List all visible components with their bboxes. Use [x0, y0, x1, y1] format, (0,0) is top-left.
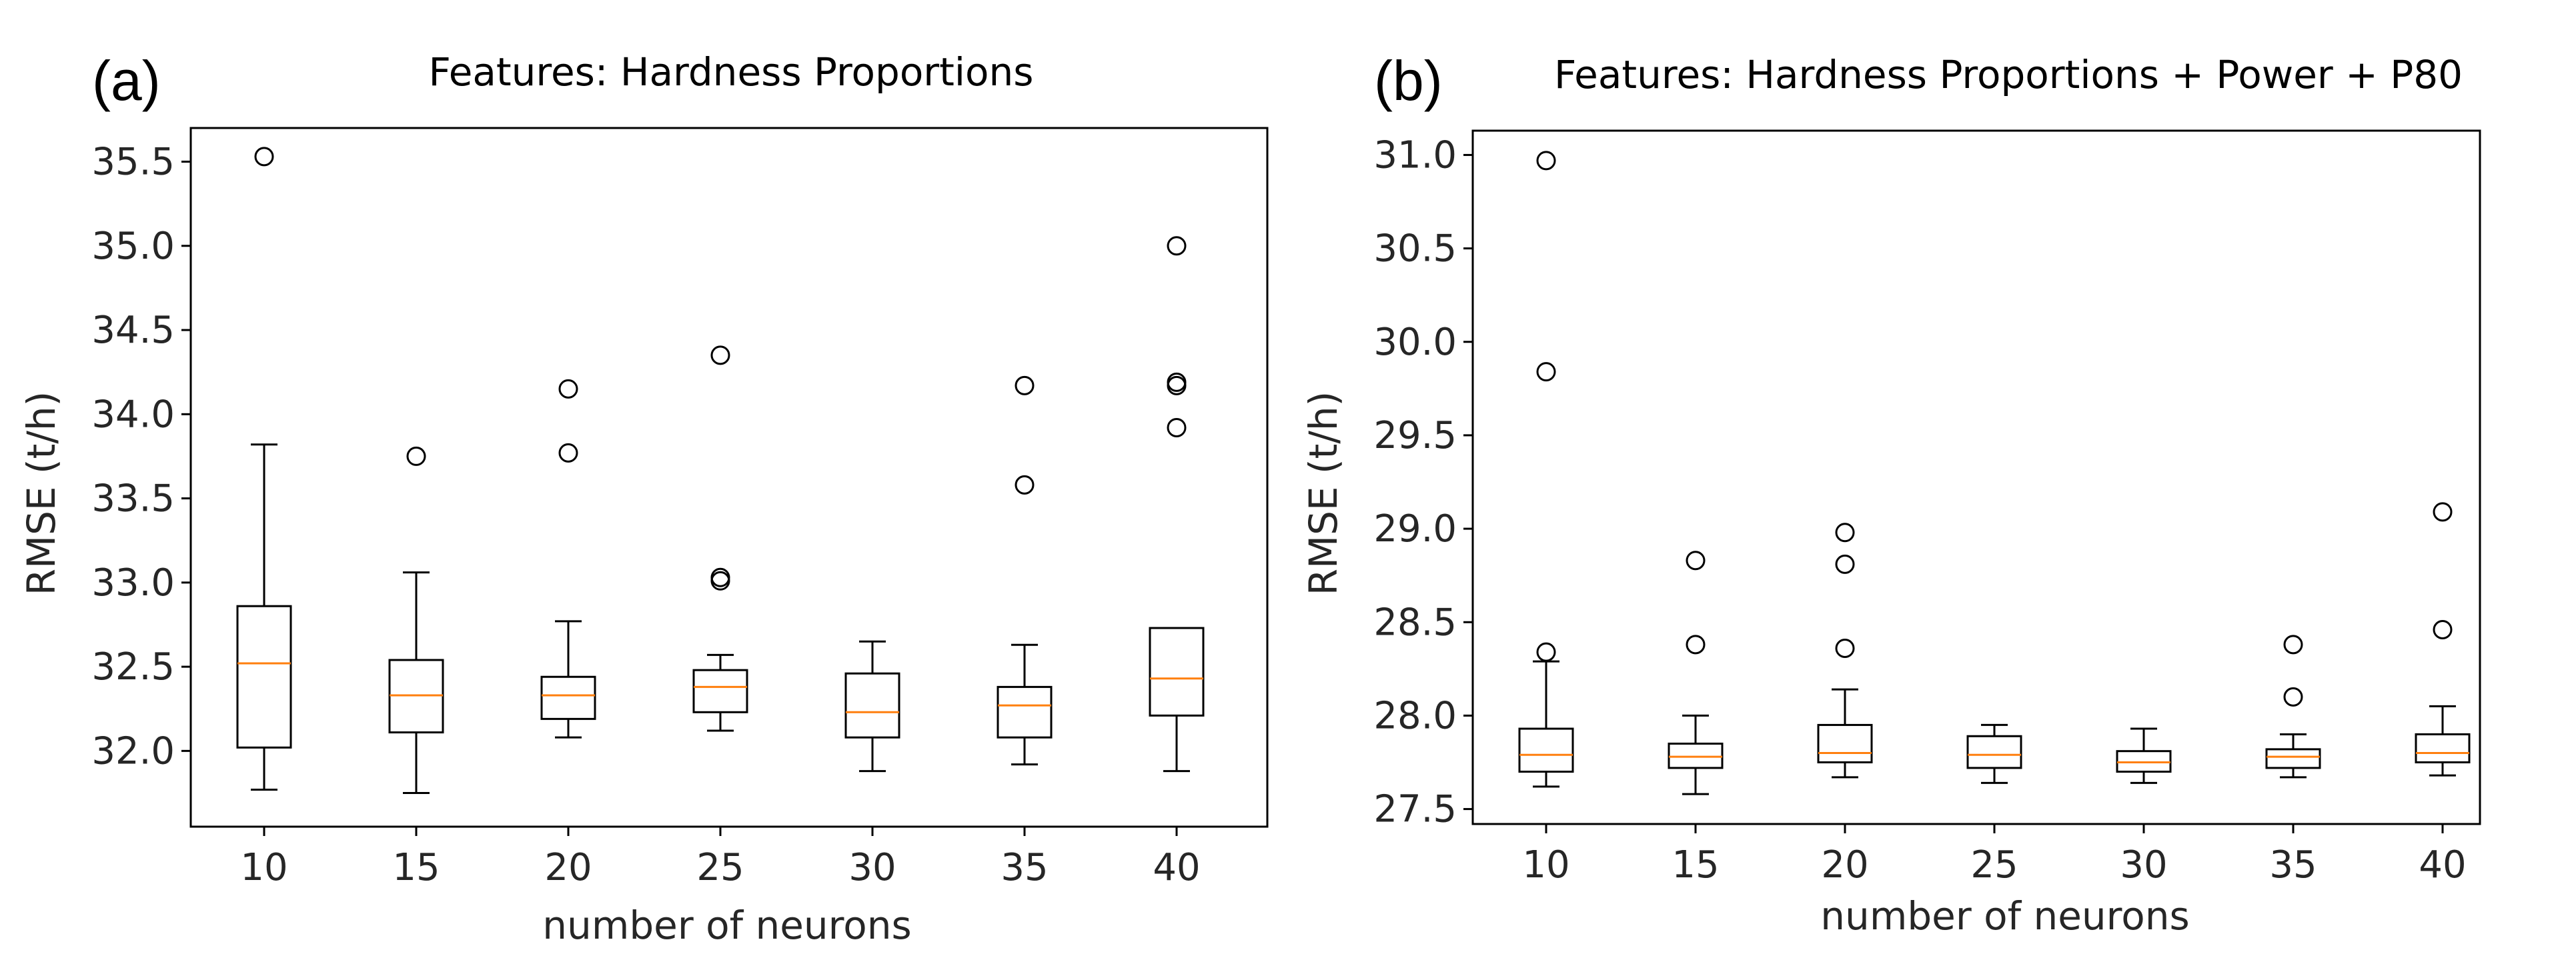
- panel-a-ytick-label: 32.5: [91, 645, 175, 689]
- panel-b-xtick-label: 40: [2419, 843, 2466, 887]
- panel-a-xlabel: number of neurons: [542, 903, 911, 948]
- panel-a-outlier: [710, 567, 730, 587]
- panel-a-xtick-label: 25: [696, 846, 744, 889]
- panel-b-ytick-label: 29.5: [1373, 414, 1457, 457]
- panel-b-box: [1966, 735, 2022, 769]
- panel-a-xtick-label: 30: [848, 846, 896, 889]
- panel-b-axes-frame: [1471, 129, 2481, 825]
- panel-b-xtick-label: 35: [2269, 843, 2317, 887]
- panel-b-box: [1518, 727, 1574, 773]
- panel-a-ytick-label: 33.5: [91, 477, 175, 521]
- panel-a-title: Features: Hardness Proportions: [429, 49, 1034, 95]
- panel-b-outlier: [1835, 554, 1855, 574]
- panel-a-outlier: [406, 446, 426, 466]
- panel-a-label: (a): [92, 49, 161, 112]
- panel-a-outlier: [1015, 475, 1035, 495]
- panel-b-outlier: [1686, 551, 1706, 571]
- panel-a-box: [997, 685, 1053, 739]
- panel-b: (b) Features: Hardness Proportions + Pow…: [1301, 49, 2481, 939]
- panel-b-outlier: [2283, 687, 2303, 707]
- panel-b-ytick-label: 27.5: [1373, 788, 1457, 831]
- panel-a-outlier: [1167, 236, 1187, 256]
- panel-a-axes-frame: [189, 127, 1269, 828]
- panel-a-box: [236, 605, 292, 749]
- panel-a-ytick-label: 33.0: [91, 561, 175, 605]
- panel-b-ytick-label: 29.0: [1373, 507, 1457, 551]
- panel-a-box: [1149, 627, 1205, 717]
- panel-a-outlier: [710, 345, 730, 365]
- panel-b-ytick-label: 28.0: [1373, 694, 1457, 737]
- panel-b-outlier: [1536, 151, 1556, 171]
- panel-a-outlier: [1167, 372, 1187, 392]
- panel-b-outlier: [1835, 638, 1855, 658]
- panel-a-outlier: [1167, 418, 1187, 438]
- panel-b-title: Features: Hardness Proportions + Power +…: [1554, 52, 2463, 97]
- panel-b-outlier: [1536, 642, 1556, 662]
- panel-a: (a) Features: Hardness Proportions RMSE …: [19, 49, 1269, 948]
- panel-b-outlier: [2433, 502, 2453, 522]
- panel-b-box: [1817, 723, 1873, 763]
- panel-a-xtick-label: 20: [544, 846, 592, 889]
- panel-a-ytick-label: 34.5: [91, 309, 175, 352]
- panel-b-box: [2415, 733, 2471, 763]
- panel-a-box: [540, 675, 596, 720]
- panel-b-xlabel: number of neurons: [1820, 893, 2189, 939]
- panel-b-xtick-label: 10: [1522, 843, 1569, 887]
- panel-a-ylabel: RMSE (t/h): [19, 391, 64, 596]
- panel-a-outlier: [254, 147, 274, 167]
- panel-b-xtick-label: 15: [1672, 843, 1719, 887]
- panel-a-outlier: [558, 379, 578, 399]
- panel-b-outlier: [2283, 635, 2303, 655]
- panel-b-ytick-label: 31.0: [1373, 133, 1457, 177]
- panel-b-xtick-label: 25: [1970, 843, 2018, 887]
- panel-a-outlier: [1015, 375, 1035, 395]
- panel-b-label: (b): [1374, 49, 1443, 112]
- panel-b-outlier: [1686, 635, 1706, 655]
- panel-a-xtick-label: 35: [1001, 846, 1048, 889]
- panel-a-box: [844, 672, 900, 739]
- panel-b-xtick-label: 20: [1821, 843, 1868, 887]
- panel-a-ytick-label: 35.5: [91, 141, 175, 184]
- panel-b-ytick-label: 28.5: [1373, 601, 1457, 644]
- panel-a-box: [692, 669, 748, 713]
- panel-b-ytick-label: 30.5: [1373, 227, 1457, 271]
- panel-b-ylabel: RMSE (t/h): [1301, 391, 1346, 596]
- panel-a-xtick-label: 10: [240, 846, 287, 889]
- panel-b-outlier: [1835, 523, 1855, 543]
- panel-b-xtick-label: 30: [2120, 843, 2167, 887]
- panel-b-plot-area: 27.5 28.0 28.5 29.0 29.5 30.0 30.5 31.0 10 15 20 25…: [1373, 129, 2481, 887]
- panel-a-outlier: [558, 443, 578, 463]
- panel-b-ytick-label: 30.0: [1373, 321, 1457, 364]
- panel-a-xtick-label: 15: [392, 846, 440, 889]
- panel-b-box: [2265, 748, 2321, 769]
- panel-b-outlier: [1536, 362, 1556, 382]
- panel-a-ytick-label: 34.0: [91, 393, 175, 436]
- panel-a-ytick-label: 32.0: [91, 729, 175, 773]
- panel-a-plot-area: 32.0 32.5 33.0 33.5 34.0 34.5 35.0 35.5 10 15 20 25…: [91, 127, 1269, 889]
- panel-a-xtick-label: 40: [1153, 846, 1200, 889]
- panel-a-ytick-label: 35.0: [91, 225, 175, 268]
- panel-b-outlier: [2433, 619, 2453, 639]
